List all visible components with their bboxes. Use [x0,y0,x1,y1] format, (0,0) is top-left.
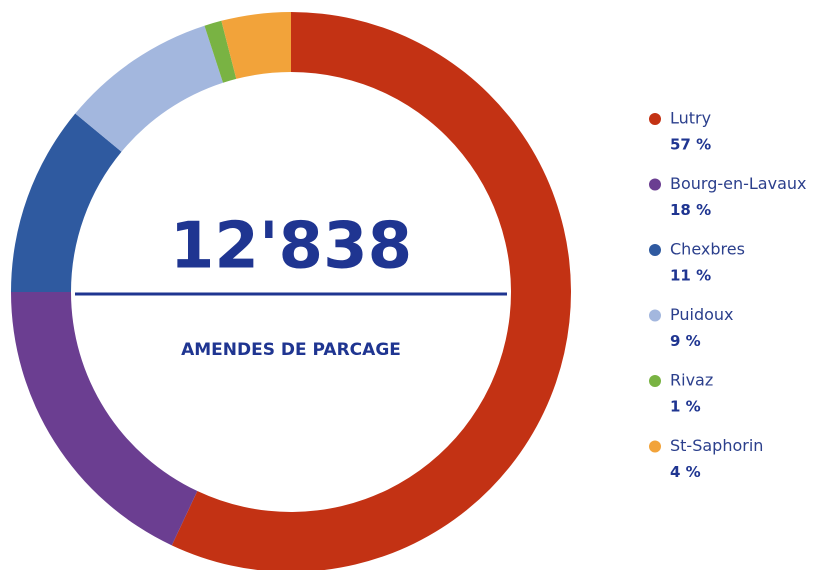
legend-swatch [649,309,661,322]
legend-label: St-Saphorin [670,436,763,455]
legend-label: Rivaz [670,371,713,390]
legend-value: 9 % [670,332,701,350]
legend-label: Bourg-en-Lavaux [670,174,807,193]
donut-segment [221,12,291,79]
legend-label: Chexbres [670,240,745,259]
center-value: 12'838 [170,210,412,284]
legend-swatch [649,440,661,453]
center-caption: AMENDES DE PARCAGE [181,340,401,360]
legend-value: 4 % [670,463,701,481]
legend-value: 1 % [670,398,701,416]
donut-segment [11,292,198,546]
legend-label: Lutry [670,109,711,128]
donut-segment [75,25,224,152]
donut-segment [11,113,122,292]
legend-value: 57 % [670,136,711,154]
donut-segment [204,20,237,83]
legend-swatch [649,375,661,387]
legend-value: 18 % [670,201,711,219]
legend-swatch [649,244,661,256]
legend-label: Puidoux [670,305,734,324]
donut-segment [171,12,571,570]
legend-value: 11 % [670,267,711,285]
legend-swatch [649,178,661,191]
legend-swatch [649,113,661,125]
